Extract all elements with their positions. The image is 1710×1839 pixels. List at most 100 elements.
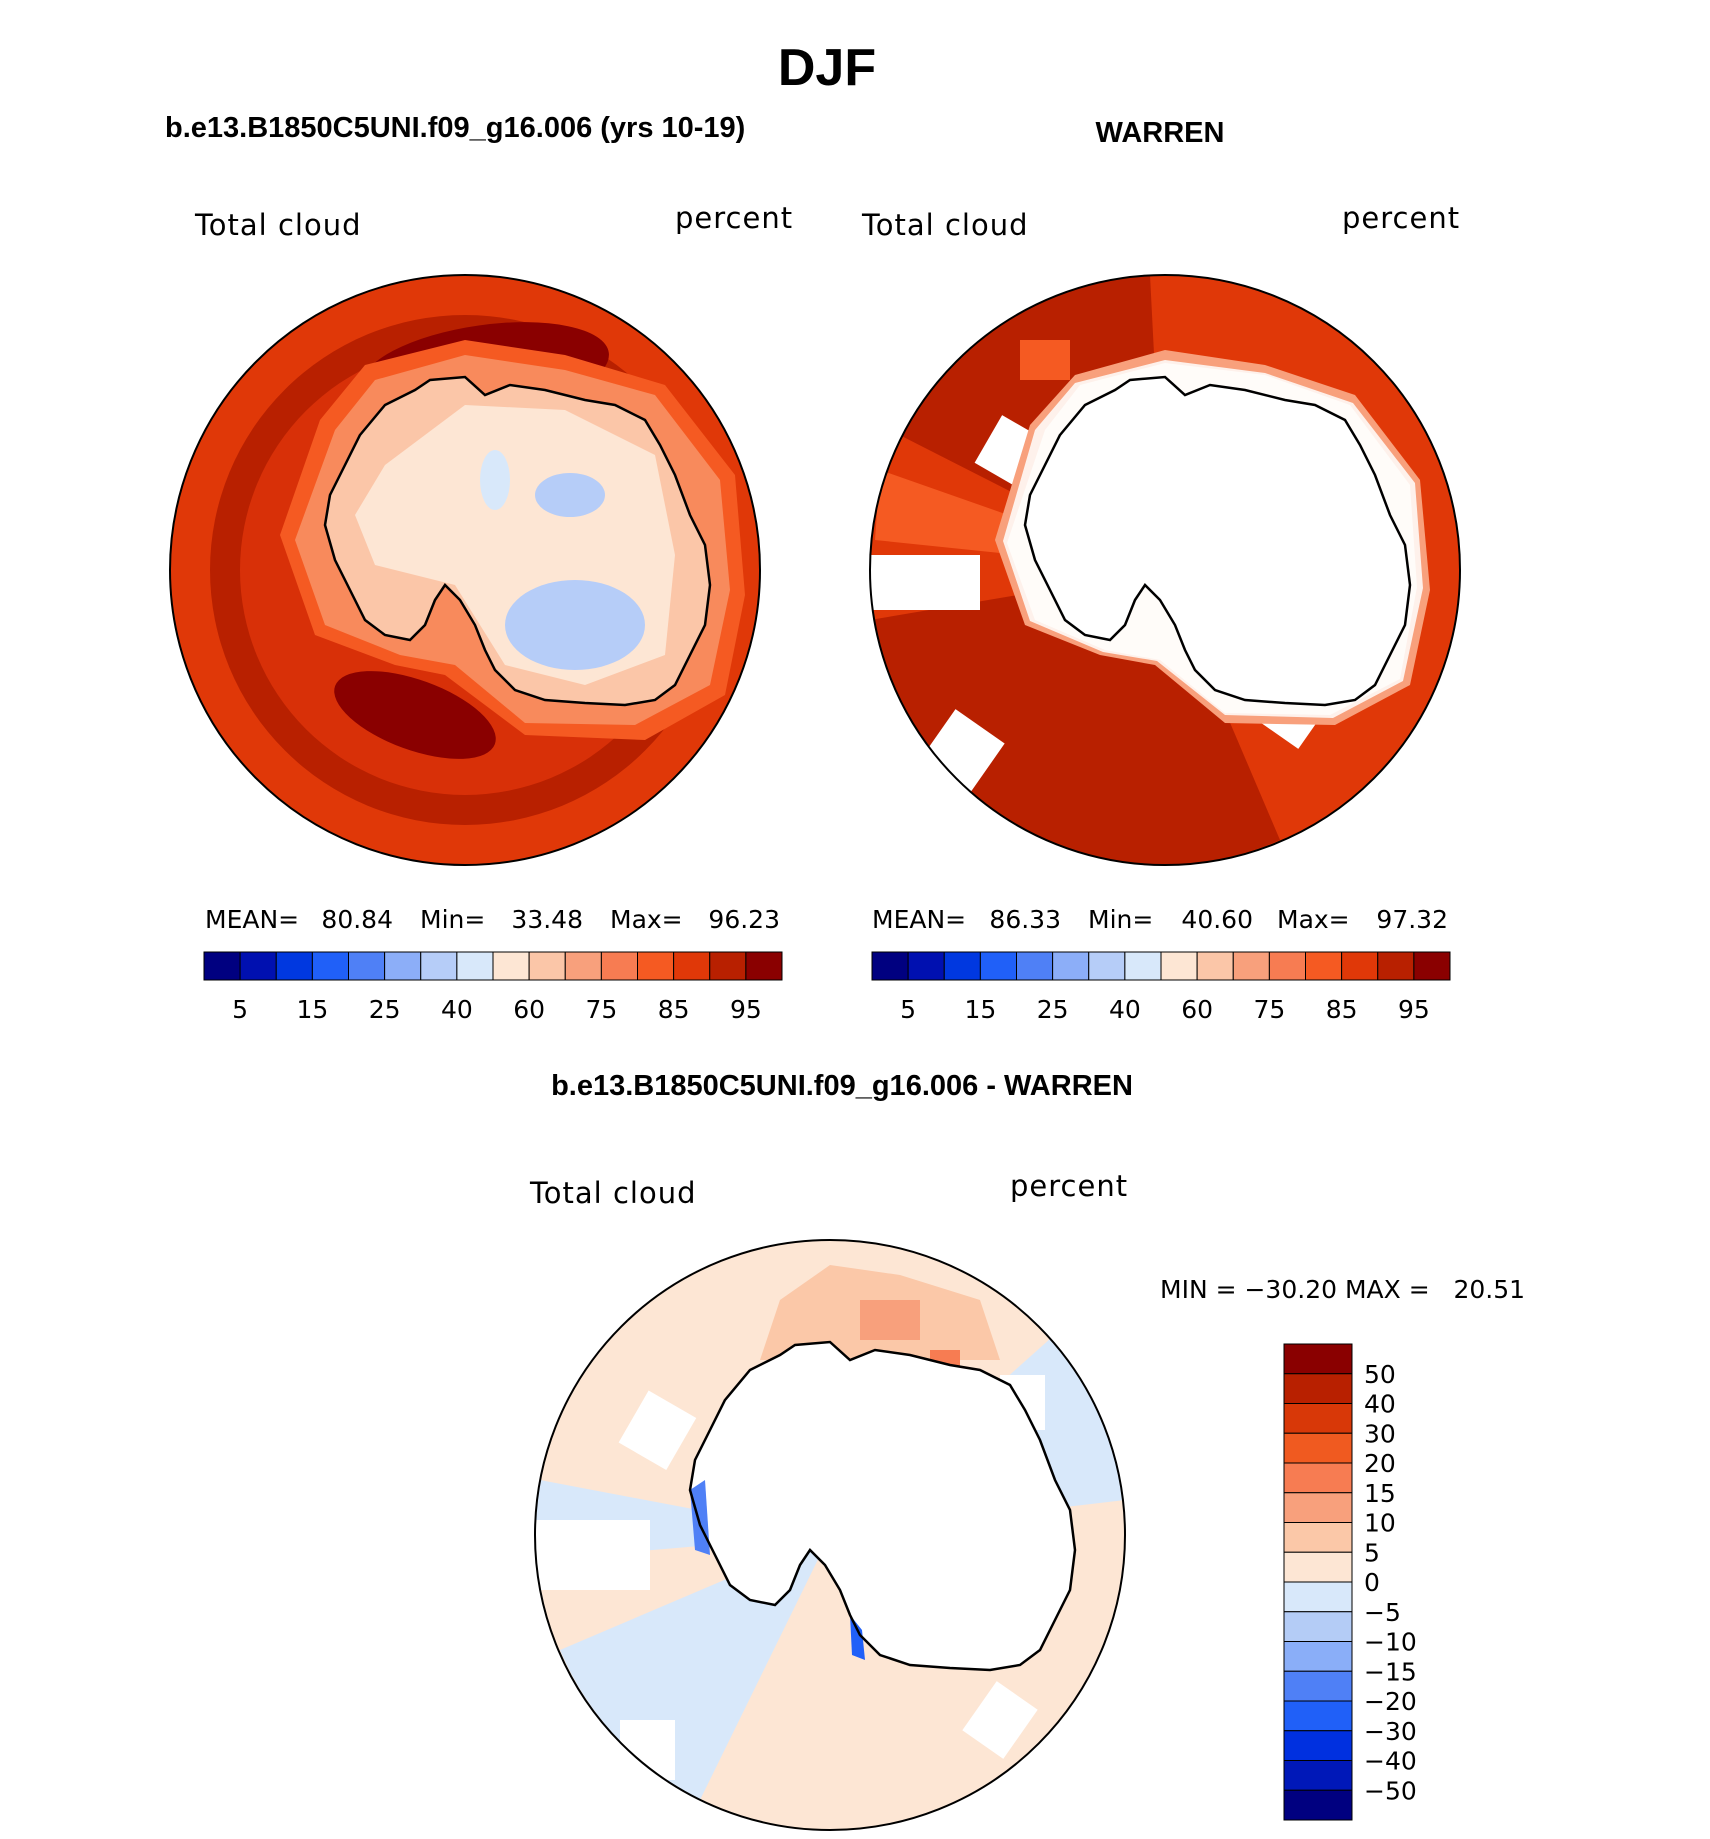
panel-diff: b.e13.B1850C5UNI.f09_g16.006 - WARREN To… xyxy=(529,1070,1525,1831)
model-colorbar-swatch xyxy=(384,951,422,981)
diff-colorbar-tick-label: 40 xyxy=(1364,1390,1396,1419)
obs-colorbar-tick-label: 5 xyxy=(900,995,916,1024)
map-patch-2 xyxy=(1020,340,1070,380)
model-colorbar-swatch xyxy=(239,951,277,981)
model-colorbar-swatch xyxy=(348,951,386,981)
diff-colorbar-swatch xyxy=(1283,1581,1353,1613)
map-negative-coast-2 xyxy=(850,1615,865,1660)
panel-obs-mean-label: MEAN= xyxy=(872,905,966,934)
panel-model-colorbar: 5 15 25 40 60 75 85 95 xyxy=(203,951,783,1024)
panel-model-min: 33.48 xyxy=(511,905,583,934)
model-colorbar-swatch xyxy=(275,951,313,981)
panel-obs-mean: 86.33 xyxy=(989,905,1061,934)
diff-colorbar-swatch xyxy=(1283,1522,1353,1553)
obs-colorbar-tick-label: 60 xyxy=(1181,995,1213,1024)
diff-colorbar-tick-label: 20 xyxy=(1364,1449,1396,1478)
obs-colorbar-swatch xyxy=(943,951,981,981)
panel-obs-variable: Total cloud xyxy=(861,208,1028,242)
panel-model-max: 96.23 xyxy=(708,905,780,934)
obs-colorbar-tick-label: 85 xyxy=(1326,995,1358,1024)
diff-colorbar-swatch xyxy=(1283,1760,1353,1791)
diff-colorbar-swatch xyxy=(1283,1373,1353,1404)
obs-colorbar-tick-label: 15 xyxy=(964,995,996,1024)
map-interior-blue-3 xyxy=(480,450,510,510)
diff-colorbar-tick-label: −5 xyxy=(1364,1598,1401,1627)
obs-colorbar-tick-label: 40 xyxy=(1109,995,1141,1024)
diff-colorbar-tick-label: 15 xyxy=(1364,1479,1396,1508)
obs-colorbar-swatch xyxy=(1052,951,1090,981)
panel-model: b.e13.B1850C5UNI.f09_g16.006 (yrs 10-19)… xyxy=(165,112,792,1024)
panel-diff-map-border xyxy=(534,1239,1126,1831)
model-colorbar-tick-label: 75 xyxy=(585,995,617,1024)
obs-colorbar-swatch xyxy=(1160,951,1198,981)
model-colorbar-swatch xyxy=(528,951,566,981)
diff-colorbar-tick-label: −30 xyxy=(1364,1717,1417,1746)
diff-colorbar-tick-label: 50 xyxy=(1364,1360,1396,1389)
map-negative-sector-1 xyxy=(535,1300,830,1560)
panel-diff-map xyxy=(535,1240,1125,1830)
diff-colorbar-swatch xyxy=(1283,1789,1353,1821)
panel-obs: WARREN Total cloud percent xyxy=(861,117,1461,1024)
diff-colorbar-swatch xyxy=(1283,1492,1353,1523)
panel-model-header: b.e13.B1850C5UNI.f09_g16.006 (yrs 10-19) xyxy=(165,112,745,144)
diff-colorbar-swatch xyxy=(1283,1641,1353,1672)
panel-diff-minmax: MIN = −30.20 MAX = 20.51 xyxy=(1160,1275,1525,1304)
map-positive-patch-1 xyxy=(860,1300,920,1340)
panel-model-min-label: Min= xyxy=(420,905,485,934)
model-colorbar-swatch xyxy=(311,951,349,981)
model-colorbar-swatch xyxy=(203,951,241,981)
diff-colorbar-tick-label: −40 xyxy=(1364,1747,1417,1776)
panel-model-max-label: Max= xyxy=(610,905,683,934)
map-missing-5 xyxy=(962,1681,1038,1759)
diff-colorbar-tick-label: −50 xyxy=(1364,1776,1417,1805)
obs-colorbar-swatch xyxy=(1305,951,1343,981)
diff-colorbar-tick-label: 0 xyxy=(1364,1568,1380,1597)
panel-model-map-border xyxy=(169,274,761,866)
panel-model-mean-label: MEAN= xyxy=(205,905,299,934)
obs-colorbar-tick-label: 75 xyxy=(1253,995,1285,1024)
model-colorbar-tick-label: 95 xyxy=(730,995,762,1024)
model-colorbar-swatch xyxy=(564,951,602,981)
panel-diff-units: percent xyxy=(1010,1169,1128,1203)
panel-obs-min: 40.60 xyxy=(1181,905,1253,934)
diff-colorbar-swatch xyxy=(1283,1403,1353,1434)
model-colorbar-tick-label: 60 xyxy=(513,995,545,1024)
diff-colorbar-swatch xyxy=(1283,1551,1353,1583)
model-colorbar-swatch xyxy=(600,951,638,981)
obs-colorbar-swatch xyxy=(1124,951,1162,981)
obs-colorbar-swatch xyxy=(1268,951,1306,981)
figure-title: DJF xyxy=(778,39,876,97)
panel-obs-colorbar: 5 15 25 40 60 75 85 95 xyxy=(871,951,1451,1024)
map-missing-1 xyxy=(870,555,980,610)
panel-model-map xyxy=(170,275,760,865)
obs-colorbar-swatch xyxy=(1196,951,1234,981)
panel-obs-max-label: Max= xyxy=(1277,905,1350,934)
diff-colorbar-tick-label: 30 xyxy=(1364,1419,1396,1448)
diff-colorbar-tick-label: −20 xyxy=(1364,1687,1417,1716)
panel-obs-header: WARREN xyxy=(1096,117,1225,149)
map-patch-1 xyxy=(880,800,940,840)
obs-colorbar-swatch xyxy=(1088,951,1126,981)
panel-obs-map-border xyxy=(869,274,1461,866)
model-colorbar-tick-label: 15 xyxy=(296,995,328,1024)
diff-colorbar-swatch xyxy=(1283,1432,1353,1464)
panel-diff-header: b.e13.B1850C5UNI.f09_g16.006 - WARREN xyxy=(551,1070,1133,1102)
model-colorbar-swatch xyxy=(709,951,747,981)
obs-colorbar-swatch xyxy=(1413,951,1451,981)
panel-obs-min-label: Min= xyxy=(1088,905,1153,934)
map-high-cloud-2 xyxy=(334,671,496,759)
panel-diff-variable: Total cloud xyxy=(529,1176,696,1210)
panel-obs-units: percent xyxy=(1342,201,1460,235)
model-colorbar-swatch xyxy=(673,951,711,981)
diff-colorbar-swatch xyxy=(1283,1670,1353,1702)
diff-colorbar-swatch xyxy=(1283,1343,1353,1375)
diff-colorbar-tick-label: −15 xyxy=(1364,1657,1417,1686)
map-missing-1 xyxy=(535,1520,650,1590)
obs-colorbar-swatch xyxy=(1377,951,1415,981)
panel-obs-max: 97.32 xyxy=(1376,905,1448,934)
diff-colorbar-swatch xyxy=(1283,1730,1353,1761)
diff-colorbar-swatch xyxy=(1283,1462,1353,1494)
obs-colorbar-swatch xyxy=(1341,951,1379,981)
